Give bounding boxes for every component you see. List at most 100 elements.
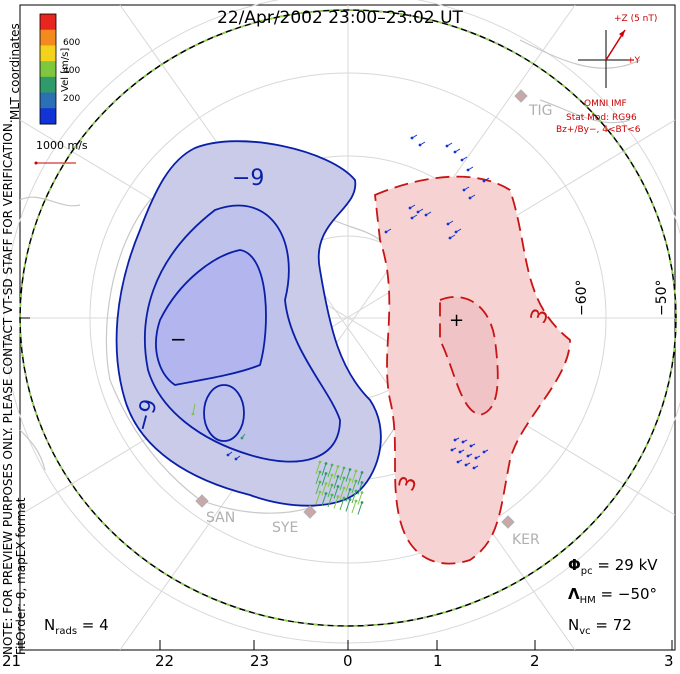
velocity-vector <box>315 461 321 475</box>
imf-condition: Bz+/By−, 4<BT<6 <box>556 125 641 135</box>
velocity-vector-origin <box>336 475 340 478</box>
neg-cell-inner <box>155 249 267 386</box>
velocity-vector <box>345 469 351 482</box>
velocity-vector <box>345 499 351 512</box>
stat-nvc-value: = 72 <box>590 616 632 634</box>
neg-cell-small-loop <box>203 384 245 442</box>
velocity-vector-origin <box>330 463 334 467</box>
velocity-vector-origin <box>336 465 340 468</box>
velocity-vector-origin <box>318 480 322 484</box>
colorbar-tick-600: 600 <box>63 38 81 48</box>
stat-phi-pc: Φpc = 29 kV <box>568 556 658 577</box>
stat-nvc-symbol: N <box>568 616 580 634</box>
mlt-label-22: 22 <box>155 652 175 670</box>
velocity-vector-origin <box>330 473 334 477</box>
velocity-vector-origin <box>462 188 466 192</box>
hmb-circle-dash <box>19 9 677 627</box>
coastline-southamerica <box>519 39 641 124</box>
velocity-vector <box>333 496 339 509</box>
velocity-vector <box>315 491 321 505</box>
velocity-vector-origin <box>342 496 346 500</box>
side-note: NOTE: FOR PREVIEW PURPOSES ONLY. PLEASE … <box>1 119 28 655</box>
station-san: SAN <box>206 510 236 526</box>
colorbar-tick-200: 200 <box>63 94 81 104</box>
velocity-vector-origin <box>461 440 465 444</box>
velocity-vector-origin <box>453 438 457 442</box>
velocity-vector <box>321 483 327 496</box>
velocity-vector-origin <box>348 478 352 481</box>
velocity-scale-label: 1000 m/s <box>36 139 88 152</box>
velocity-vector <box>351 470 357 484</box>
velocity-vector-origin <box>318 490 322 494</box>
station-ker: KER <box>512 532 540 548</box>
neg-extremum-marker: − <box>170 327 187 351</box>
velocity-vector-origin <box>458 450 462 454</box>
velocity-vector-origin <box>408 206 412 210</box>
velocity-vector-origin <box>464 463 468 467</box>
velocity-vector-origin <box>240 436 244 440</box>
velocity-vector-origin <box>354 499 358 503</box>
imf-y-label: +Y <box>627 56 641 66</box>
velocity-vector-origin <box>468 196 472 200</box>
velocity-vector-origin <box>445 144 449 148</box>
velocity-vector <box>345 479 351 492</box>
velocity-vector-origin <box>330 483 334 487</box>
velocity-vector-origin <box>384 230 388 234</box>
colorbar-swatch <box>40 108 56 125</box>
velocity-vector <box>339 497 345 511</box>
velocity-vector-origin <box>226 453 230 457</box>
velocity-vector-origin <box>318 460 322 464</box>
stat-nrads-sub: rads <box>55 626 78 637</box>
velocity-vector <box>192 403 196 415</box>
velocity-vector <box>333 466 339 479</box>
velocity-vector-origin <box>330 493 334 497</box>
velocity-vector-origin <box>469 444 473 448</box>
velocity-vectors <box>191 134 490 515</box>
velocity-vector-origin <box>354 469 358 473</box>
velocity-vector <box>321 473 327 486</box>
stat-nrads-value: = 4 <box>77 616 109 634</box>
velocity-vector-origin <box>410 136 414 140</box>
velocity-vector-origin <box>482 450 486 454</box>
velocity-vector <box>321 493 327 506</box>
velocity-vector-origin <box>456 460 460 464</box>
velocity-vector-origin <box>354 489 358 493</box>
stat-nvc: Nvc = 72 <box>568 616 632 637</box>
lat-label-50: −50° <box>654 279 670 316</box>
imf-source: OMNI IMF <box>584 99 627 109</box>
map-title: 22/Apr/2002 23:00–23:02 UT <box>217 8 463 28</box>
velocity-vector-origin <box>482 179 486 183</box>
velocity-vector <box>351 490 357 504</box>
velocity-vector-origin <box>360 491 364 494</box>
pos-cell-inner <box>439 296 499 416</box>
stat-phi-symbol: Φ <box>568 556 581 574</box>
velocity-vector <box>333 486 339 499</box>
velocity-vector-origin <box>472 466 476 470</box>
stat-nrads: Nrads = 4 <box>44 616 109 637</box>
velocity-vector-origin <box>342 486 346 490</box>
pos-extremum-marker: + <box>449 310 464 331</box>
stat-lambda-sub: HM <box>579 595 596 606</box>
colorbar-swatch <box>40 29 56 46</box>
velocity-vector <box>345 489 351 502</box>
velocity-vector-origin <box>466 454 470 458</box>
colorbar-swatch <box>40 92 56 109</box>
imf-clock <box>578 29 634 88</box>
mlt-tick-marks <box>21 640 673 650</box>
graticule <box>3 0 680 651</box>
velocity-vector-origin <box>234 457 238 461</box>
station-markers <box>195 89 528 529</box>
velocity-vector-origin <box>348 488 352 491</box>
velocity-vector-origin <box>348 468 352 471</box>
mlt-label-0: 0 <box>343 652 353 670</box>
velocity-vector <box>315 471 321 485</box>
velocity-vector <box>357 482 363 495</box>
velocity-vector-origin <box>191 412 195 416</box>
velocity-vector-origin <box>336 495 340 498</box>
station-sye: SYE <box>272 520 299 536</box>
velocity-vector <box>339 487 345 501</box>
neg-contour-label: −9 <box>232 166 264 191</box>
velocity-vector-origin <box>348 498 352 501</box>
colorbar-swatch <box>40 76 56 94</box>
